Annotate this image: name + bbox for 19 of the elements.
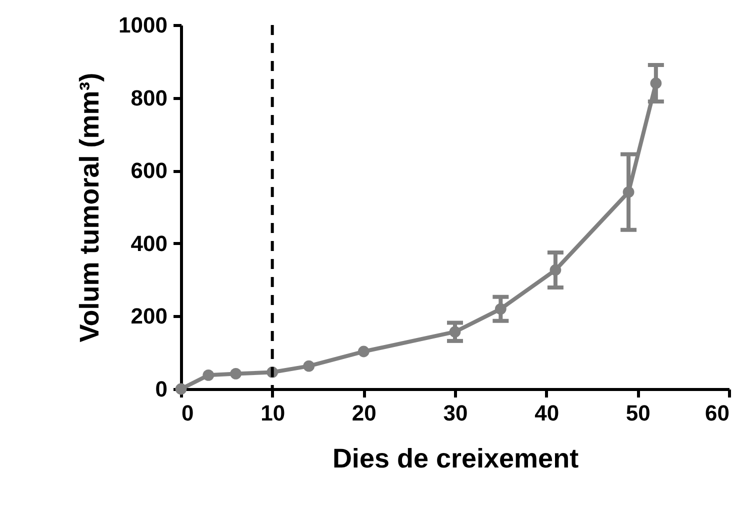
point xyxy=(230,368,242,380)
x-tick-label: 20 xyxy=(352,400,376,426)
point xyxy=(303,360,315,372)
y-axis-title: Volum tumoral (mm³) xyxy=(74,72,105,342)
x-tick-label: 50 xyxy=(626,400,650,426)
point xyxy=(202,369,214,381)
point xyxy=(358,346,370,358)
y-tick-label: 0 xyxy=(155,376,168,402)
x-tick-label: 0 xyxy=(182,400,194,426)
x-tick-label: 60 xyxy=(705,400,730,426)
x-tick-label: 10 xyxy=(260,400,286,426)
x-axis-title: Dies de creixement xyxy=(332,444,579,474)
y-tick-label: 200 xyxy=(130,304,168,329)
x-tick-label: 40 xyxy=(534,400,560,426)
y-tick-label: 600 xyxy=(130,158,168,184)
y-tick-label: 800 xyxy=(130,85,168,110)
y-tick-label: 1000 xyxy=(118,12,168,38)
y-tick-label: 400 xyxy=(130,230,168,256)
x-tick-label: 30 xyxy=(443,400,468,426)
